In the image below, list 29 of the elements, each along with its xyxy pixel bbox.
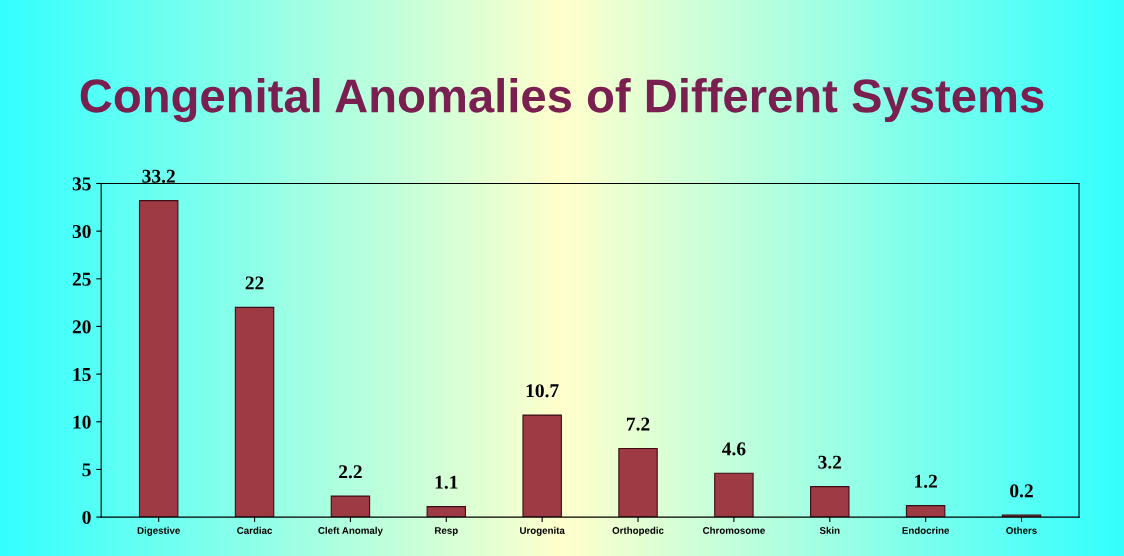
y-tick-label: 15 (73, 368, 91, 382)
chart-title: Congenital Anomalies of Different Systems (80, 77, 1044, 123)
data-label: 1.1 (435, 475, 458, 489)
y-tick-label: 0 (82, 510, 91, 525)
data-label: 7.2 (626, 417, 650, 431)
y-tick-label: 10 (73, 415, 91, 429)
x-tick-label: Skin (819, 526, 840, 534)
x-tick-label: Orthopedic (612, 526, 664, 536)
x-tick-label: Cleft Anomaly (318, 526, 383, 536)
x-tick-label: Endocrine (902, 526, 950, 534)
data-label: 33.2 (142, 169, 175, 183)
data-label: 3.2 (818, 455, 842, 469)
y-tick-label: 30 (72, 224, 91, 239)
y-tick-label: 5 (82, 463, 91, 477)
y-tick-label: 25 (72, 272, 91, 286)
data-label: 22 (245, 276, 264, 290)
x-tick-label: Digestive (137, 526, 180, 536)
data-label: 4.6 (722, 442, 746, 456)
x-tick-label: Resp (435, 527, 458, 536)
x-tick-label: Chromosome (702, 526, 765, 534)
data-label: 2.2 (339, 465, 362, 479)
data-label: 0.2 (1010, 484, 1033, 498)
data-label: 1.2 (915, 474, 937, 488)
data-label: 10.7 (526, 384, 559, 398)
x-tick-label: Cardiac (237, 526, 273, 534)
y-tick-label: 20 (72, 320, 91, 334)
y-tick-label: 35 (72, 177, 91, 191)
x-tick-label: Others (1006, 526, 1037, 534)
x-tick-label: Urogenita (520, 526, 565, 536)
